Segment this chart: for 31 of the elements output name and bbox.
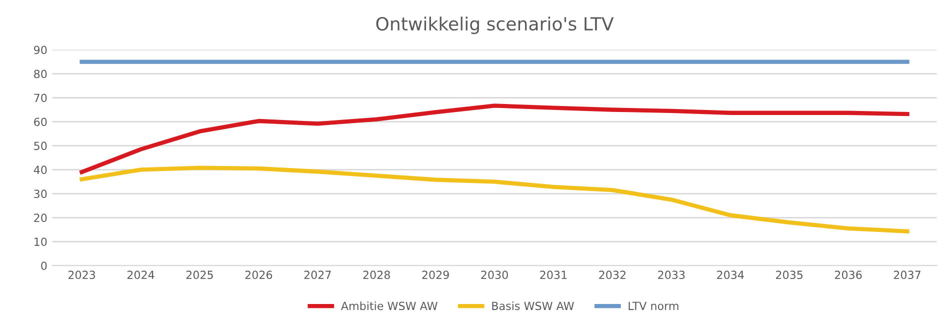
x-tick-label: 2023: [68, 270, 96, 280]
y-tick-label: 70: [34, 94, 47, 102]
y-tick-label: 80: [34, 70, 47, 78]
x-tick-label: 2025: [186, 270, 213, 280]
y-tick-label: 60: [34, 118, 47, 126]
y-tick-label: 20: [34, 214, 47, 222]
y-tick-label: 90: [34, 46, 47, 54]
x-tick-label: 2030: [481, 270, 508, 280]
x-tick-label: 2029: [422, 270, 449, 280]
x-tick-label: 2036: [834, 270, 862, 280]
x-tick-label: 2031: [540, 270, 567, 280]
line-series: [80, 104, 910, 174]
y-tick-label: 50: [34, 142, 47, 150]
x-tick-label: 2028: [363, 270, 390, 280]
x-tick-label: 2024: [127, 270, 154, 280]
line-series: [80, 166, 910, 234]
legend-label: Ambitie WSW AW: [340, 301, 438, 310]
x-tick-label: 2027: [304, 270, 331, 280]
y-tick-label: 10: [34, 238, 47, 246]
y-tick-label: 30: [34, 190, 47, 198]
legend-label: Basis WSW AW: [492, 301, 574, 310]
x-tick-label: 2034: [717, 270, 744, 280]
x-tick-label: 2037: [894, 270, 920, 280]
x-tick-label: 2035: [776, 270, 802, 280]
x-tick-label: 2033: [658, 270, 685, 280]
legend-label: LTV norm: [628, 302, 678, 310]
x-tick-label: 2032: [599, 270, 626, 280]
chart-title: Ontwikkelig scenario's LTV: [376, 16, 614, 34]
x-tick-label: 2026: [245, 270, 272, 280]
y-tick-label: 40: [34, 166, 47, 174]
y-tick-label: 0: [41, 262, 47, 270]
